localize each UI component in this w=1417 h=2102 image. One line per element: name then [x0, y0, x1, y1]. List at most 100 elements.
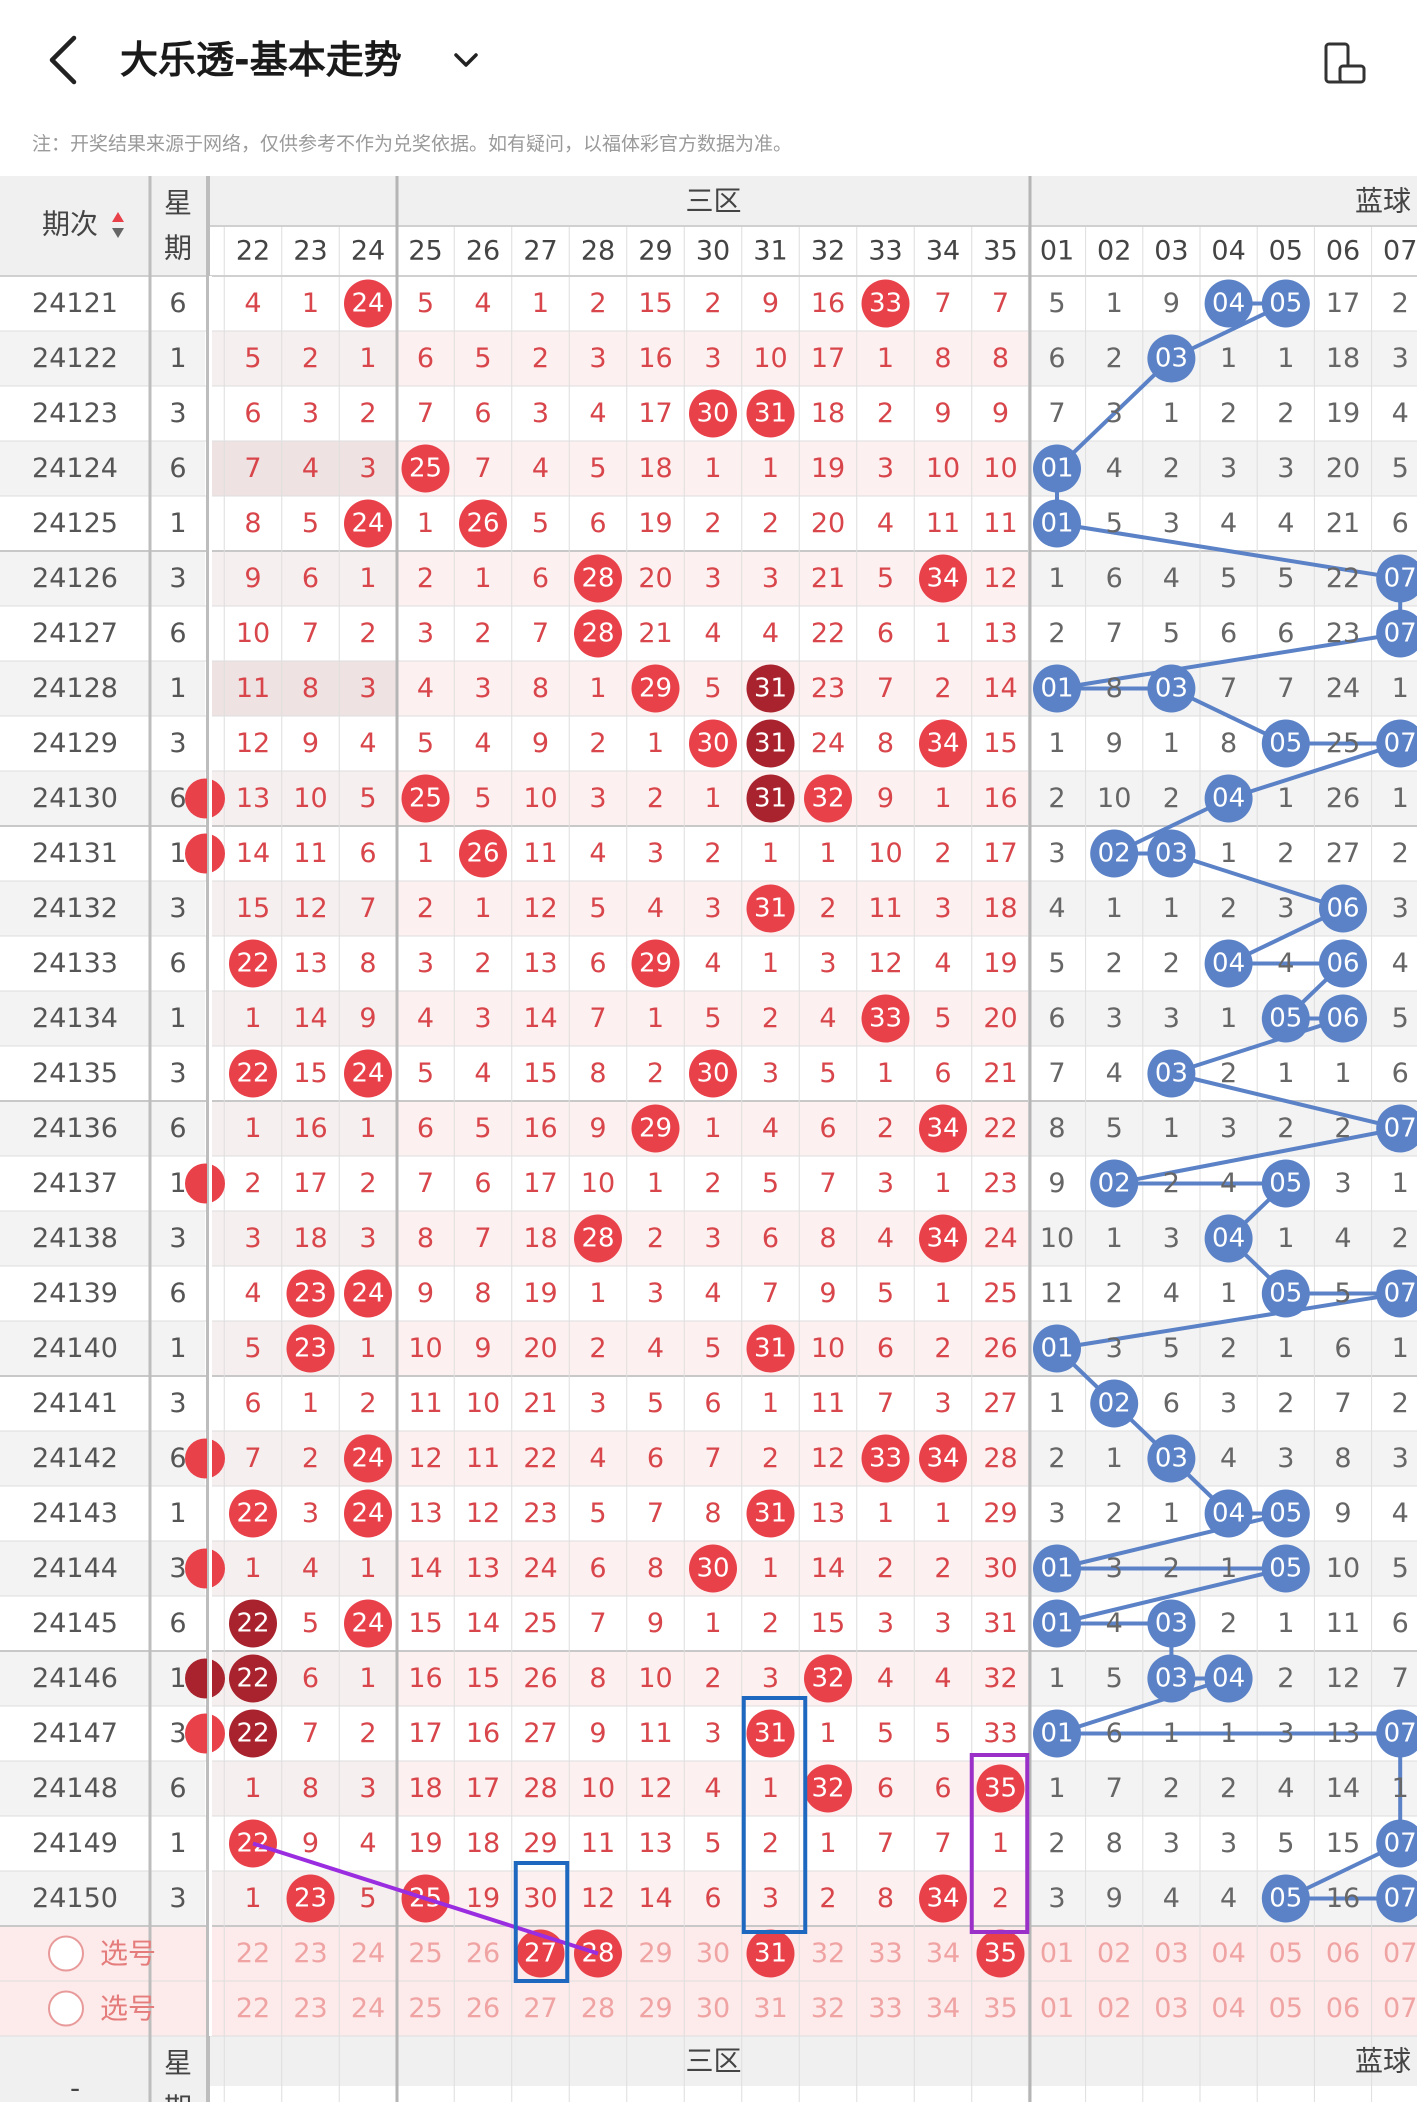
sort-asc-icon[interactable] [112, 212, 124, 222]
week-cell: 1 [169, 1663, 186, 1694]
selectable-blue-number[interactable]: 05 [1269, 1938, 1303, 1969]
selectable-blue-number[interactable]: 05 [1269, 1993, 1303, 2024]
omission-count: 15 [983, 728, 1017, 759]
red-ball [286, 1269, 335, 1318]
omission-count: 7 [359, 893, 376, 924]
omission-count: 19 [408, 1828, 442, 1859]
omission-count: 11 [408, 1388, 442, 1419]
blue-ball-number: 02 [1098, 1169, 1131, 1199]
omission-count: 4 [704, 1278, 721, 1309]
omission-count: 7 [1220, 673, 1237, 704]
select-radio[interactable] [48, 1935, 84, 1972]
selectable-front-number[interactable]: 26 [466, 1993, 500, 2024]
selected-red-ball[interactable] [746, 1929, 795, 1978]
chevron-down-icon[interactable] [448, 40, 484, 80]
selectable-blue-number[interactable]: 07 [1383, 1993, 1417, 2024]
selectable-blue-number[interactable]: 02 [1097, 1938, 1131, 1969]
chevron-left-icon[interactable] [40, 28, 84, 92]
omission-count: 12 [523, 893, 557, 924]
selectable-front-number[interactable]: 29 [638, 1938, 672, 1969]
front-number-header: 31 [753, 236, 787, 267]
omission-count: 4 [474, 288, 491, 319]
period-cell: 24143 [32, 1498, 118, 1529]
selectable-blue-number[interactable]: 06 [1326, 1938, 1360, 1969]
phone-rotate-icon[interactable] [1320, 40, 1368, 88]
selected-red-ball[interactable] [516, 1929, 565, 1978]
omission-count: 3 [359, 1773, 376, 1804]
selectable-front-number[interactable]: 24 [351, 1938, 385, 1969]
selectable-front-number[interactable]: 22 [236, 1938, 270, 1969]
selectable-front-number[interactable]: 22 [236, 1993, 270, 2024]
blue-trend-line [1055, 357, 1173, 470]
selectable-front-number[interactable]: 33 [868, 1993, 902, 2024]
selectable-blue-number[interactable]: 03 [1154, 1993, 1188, 2024]
week-cell: 1 [169, 1168, 186, 1199]
omission-count: 6 [417, 1113, 434, 1144]
omission-count: 8 [474, 1278, 491, 1309]
period-cell-bg [0, 1596, 150, 1651]
selectable-blue-number[interactable]: 02 [1097, 1993, 1131, 2024]
omission-count: 8 [1106, 673, 1123, 704]
omission-count: 22 [983, 1113, 1017, 1144]
selectable-front-number[interactable]: 34 [926, 1938, 960, 1969]
selectable-front-number[interactable]: 32 [811, 1938, 845, 1969]
period-cell-bg [0, 1211, 150, 1266]
selectable-front-number[interactable]: 23 [293, 1993, 327, 2024]
selectable-front-number[interactable]: 31 [753, 1993, 787, 2024]
blue-trend-line [1056, 1291, 1401, 1351]
selectable-blue-number[interactable]: 01 [1040, 1993, 1074, 2024]
selectable-front-number[interactable]: 27 [523, 1993, 557, 2024]
week-cell: 6 [169, 783, 186, 814]
selectable-front-number[interactable]: 26 [466, 1938, 500, 1969]
sort-desc-icon[interactable] [112, 228, 124, 238]
selectable-front-number[interactable]: 32 [811, 1993, 845, 2024]
omission-count: 16 [408, 1663, 442, 1694]
period-cell-bg [0, 1871, 150, 1926]
selectable-blue-number[interactable]: 04 [1211, 1993, 1245, 2024]
front-zone3-bg [397, 276, 1030, 331]
red-ball [919, 1214, 967, 1263]
selectable-front-number[interactable]: 30 [696, 1938, 730, 1969]
selectable-blue-number[interactable]: 06 [1326, 1993, 1360, 2024]
selectable-front-number[interactable]: 23 [293, 1938, 327, 1969]
red-ball-number: 34 [926, 1114, 959, 1144]
selectable-front-number[interactable]: 29 [638, 1993, 672, 2024]
selectable-front-number[interactable]: 24 [351, 1993, 385, 2024]
selectable-blue-number[interactable]: 04 [1211, 1938, 1245, 1969]
selected-red-ball[interactable] [976, 1929, 1025, 1978]
omission-count: 5 [359, 1883, 376, 1914]
selectable-front-number[interactable]: 34 [926, 1993, 960, 2024]
omission-count: 9 [1048, 1168, 1065, 1199]
red-ball-number: 22 [236, 1609, 269, 1639]
omission-count: 10 [1097, 783, 1131, 814]
selectable-blue-number[interactable]: 03 [1154, 1938, 1188, 1969]
omission-count: 2 [359, 1168, 376, 1199]
selectable-front-number[interactable]: 35 [983, 1993, 1017, 2024]
omission-count: 2 [762, 1828, 779, 1859]
omission-count: 15 [523, 1058, 557, 1089]
omission-count: 19 [466, 1883, 500, 1914]
red-ball-number: 30 [696, 729, 729, 759]
omission-count: 2 [417, 563, 434, 594]
red-ball-number: 31 [754, 1719, 787, 1749]
week-cell: 3 [169, 563, 186, 594]
period-cell: 24150 [32, 1883, 118, 1914]
selectable-front-number[interactable]: 28 [581, 1993, 615, 2024]
omission-count: 1 [647, 1003, 664, 1034]
omission-count: 4 [1163, 1883, 1180, 1914]
omission-count: 8 [532, 673, 549, 704]
select-radio[interactable] [48, 1990, 84, 2027]
period-cell-bg [0, 1651, 150, 1706]
red-ball-number: 26 [466, 509, 499, 539]
selectable-front-number[interactable]: 25 [408, 1993, 442, 2024]
omission-count: 4 [359, 728, 376, 759]
selectable-front-number[interactable]: 30 [696, 1993, 730, 2024]
page-title[interactable]: 大乐透-基本走势 [120, 38, 402, 82]
selectable-blue-number[interactable]: 01 [1040, 1938, 1074, 1969]
selectable-front-number[interactable]: 25 [408, 1938, 442, 1969]
selectable-blue-number[interactable]: 07 [1383, 1938, 1417, 1969]
blue-ball [1376, 1709, 1417, 1758]
red-ball-number: 30 [696, 1554, 729, 1584]
selectable-front-number[interactable]: 33 [868, 1938, 902, 1969]
